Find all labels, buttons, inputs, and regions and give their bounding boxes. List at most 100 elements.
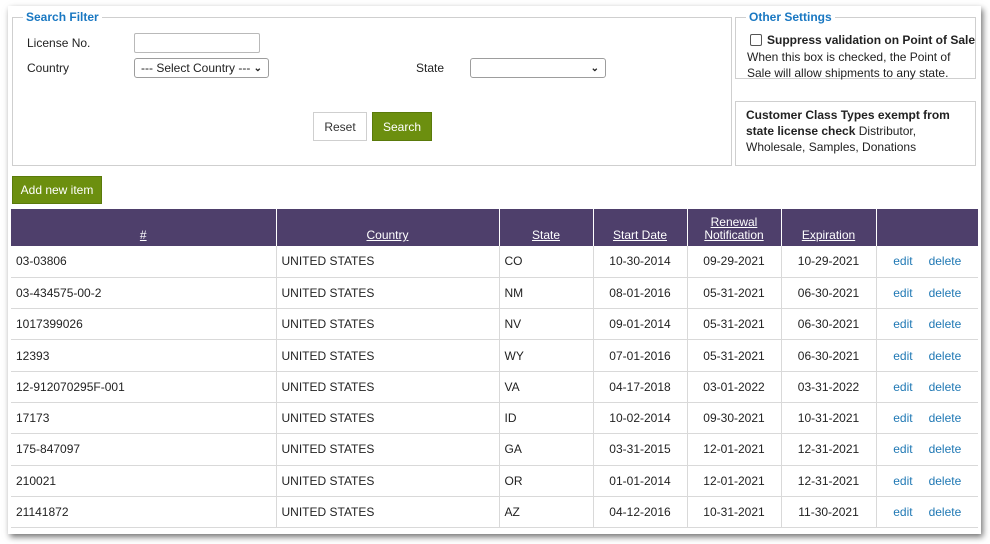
edit-link[interactable]: edit xyxy=(893,285,913,300)
chevron-down-icon: ⌄ xyxy=(253,62,262,74)
chevron-down-icon: ⌄ xyxy=(590,62,599,74)
delete-link[interactable]: delete xyxy=(928,473,962,488)
edit-link[interactable]: edit xyxy=(893,379,913,394)
cell-number: 03-434575-00-2 xyxy=(11,277,277,310)
table-row: 03-434575-00-2 UNITED STATES NM 08-01-2016 0… xyxy=(11,277,978,310)
cell-renewal-notification: 12-01-2021 xyxy=(687,433,782,466)
cell-number: 12393 xyxy=(11,339,277,372)
cell-expiration: 06-30-2021 xyxy=(781,339,877,372)
edit-link[interactable]: edit xyxy=(893,442,913,457)
cell-country: UNITED STATES xyxy=(276,277,500,310)
license-input[interactable] xyxy=(134,33,260,53)
header-country[interactable]: Country xyxy=(276,209,500,246)
table-row: 175-847097 UNITED STATES GA 03-31-2015 12-01… xyxy=(11,433,978,466)
cell-renewal-notification: 03-01-2022 xyxy=(687,371,782,403)
cell-expiration: 03-31-2022 xyxy=(781,371,877,403)
cell-country: UNITED STATES xyxy=(276,308,500,341)
cell-renewal-notification: 10-31-2021 xyxy=(687,496,782,529)
table-row: 1017399026 UNITED STATES NV 09-01-2014 05-31… xyxy=(11,308,978,341)
country-select[interactable]: --- Select Country --- ⌄ xyxy=(134,58,269,78)
cell-renewal-notification: 05-31-2021 xyxy=(687,308,782,341)
cell-number: 210021 xyxy=(11,465,277,497)
edit-link[interactable]: edit xyxy=(893,348,913,363)
add-new-item-button[interactable]: Add new item xyxy=(12,176,102,204)
cell-number: 175-847097 xyxy=(11,433,277,466)
cell-state: AZ xyxy=(499,496,594,529)
cell-state: GA xyxy=(499,433,594,466)
cell-renewal-notification: 12-01-2021 xyxy=(687,465,782,497)
delete-link[interactable]: delete xyxy=(928,411,962,426)
header-state[interactable]: State xyxy=(499,209,594,246)
cell-state: VA xyxy=(499,371,594,403)
cell-start-date: 10-02-2014 xyxy=(593,402,688,435)
reset-button[interactable]: Reset xyxy=(313,112,367,141)
header-renewal-notification[interactable]: Renewal Notification xyxy=(687,209,782,246)
edit-link[interactable]: edit xyxy=(893,505,913,520)
cell-expiration: 10-29-2021 xyxy=(781,246,877,278)
cell-expiration: 06-30-2021 xyxy=(781,277,877,310)
table-row: 12-912070295F-001 UNITED STATES VA 04-17-20… xyxy=(11,371,978,403)
delete-link[interactable]: delete xyxy=(928,379,962,394)
cell-start-date: 07-01-2016 xyxy=(593,339,688,372)
cell-country: UNITED STATES xyxy=(276,433,500,466)
cell-actions: edit delete xyxy=(876,402,978,435)
cell-state: ID xyxy=(499,402,594,435)
other-settings-legend: Other Settings xyxy=(749,10,832,24)
table-row: 03-03806 UNITED STATES CO 10-30-2014 09-29-2… xyxy=(11,246,978,278)
header-number[interactable]: # xyxy=(11,209,277,246)
edit-link[interactable]: edit xyxy=(893,317,913,332)
cell-expiration: 12-31-2021 xyxy=(781,465,877,497)
cell-expiration: 06-30-2021 xyxy=(781,308,877,341)
header-expiration[interactable]: Expiration xyxy=(781,209,877,246)
cell-number: 12-912070295F-001 xyxy=(11,371,277,403)
country-selected-value: --- Select Country --- xyxy=(141,61,251,75)
other-settings-panel: Other Settings xyxy=(735,10,976,79)
delete-link[interactable]: delete xyxy=(928,317,962,332)
state-select[interactable]: ⌄ xyxy=(470,58,606,78)
cell-country: UNITED STATES xyxy=(276,339,500,372)
cell-actions: edit delete xyxy=(876,465,978,497)
cell-number: 1017399026 xyxy=(11,308,277,341)
cell-country: UNITED STATES xyxy=(276,465,500,497)
delete-link[interactable]: delete xyxy=(928,254,962,269)
suppress-validation-label: Suppress validation on Point of Sale xyxy=(767,33,976,47)
cell-start-date: 01-01-2014 xyxy=(593,465,688,497)
cell-actions: edit delete xyxy=(876,246,978,278)
cell-actions: edit delete xyxy=(876,496,978,529)
search-filter-panel: Search Filter xyxy=(12,10,732,166)
delete-link[interactable]: delete xyxy=(928,285,962,300)
cell-start-date: 09-01-2014 xyxy=(593,308,688,341)
suppress-validation-checkbox[interactable] xyxy=(750,34,762,46)
customer-class-title: Customer Class Types exempt from state l… xyxy=(746,108,950,138)
cell-state: CO xyxy=(499,246,594,278)
table-row: 21141872 UNITED STATES AZ 04-12-2016 10-31-2… xyxy=(11,496,978,529)
cell-start-date: 03-31-2015 xyxy=(593,433,688,466)
table-row: 17173 UNITED STATES ID 10-02-2014 09-30-2021… xyxy=(11,402,978,435)
cell-state: OR xyxy=(499,465,594,497)
cell-actions: edit delete xyxy=(876,339,978,372)
cell-actions: edit delete xyxy=(876,308,978,341)
delete-link[interactable]: delete xyxy=(928,348,962,363)
edit-link[interactable]: edit xyxy=(893,473,913,488)
country-label: Country xyxy=(27,61,70,75)
cell-renewal-notification: 05-31-2021 xyxy=(687,277,782,310)
cell-actions: edit delete xyxy=(876,433,978,466)
cell-number: 03-03806 xyxy=(11,246,277,278)
cell-state: NM xyxy=(499,277,594,310)
suppress-validation-description: When this box is checked, the Point of S… xyxy=(747,50,951,80)
cell-country: UNITED STATES xyxy=(276,402,500,435)
cell-renewal-notification: 09-29-2021 xyxy=(687,246,782,278)
edit-link[interactable]: edit xyxy=(893,411,913,426)
license-label: License No. xyxy=(27,36,91,50)
delete-link[interactable]: delete xyxy=(928,505,962,520)
cell-state: NV xyxy=(499,308,594,341)
header-start-date[interactable]: Start Date xyxy=(593,209,688,246)
cell-start-date: 08-01-2016 xyxy=(593,277,688,310)
search-button[interactable]: Search xyxy=(372,112,432,141)
delete-link[interactable]: delete xyxy=(928,442,962,457)
cell-country: UNITED STATES xyxy=(276,496,500,529)
cell-start-date: 10-30-2014 xyxy=(593,246,688,278)
cell-actions: edit delete xyxy=(876,277,978,310)
table-header-row: # Country State Start Date Renewal Notif… xyxy=(11,209,978,246)
edit-link[interactable]: edit xyxy=(893,254,913,269)
